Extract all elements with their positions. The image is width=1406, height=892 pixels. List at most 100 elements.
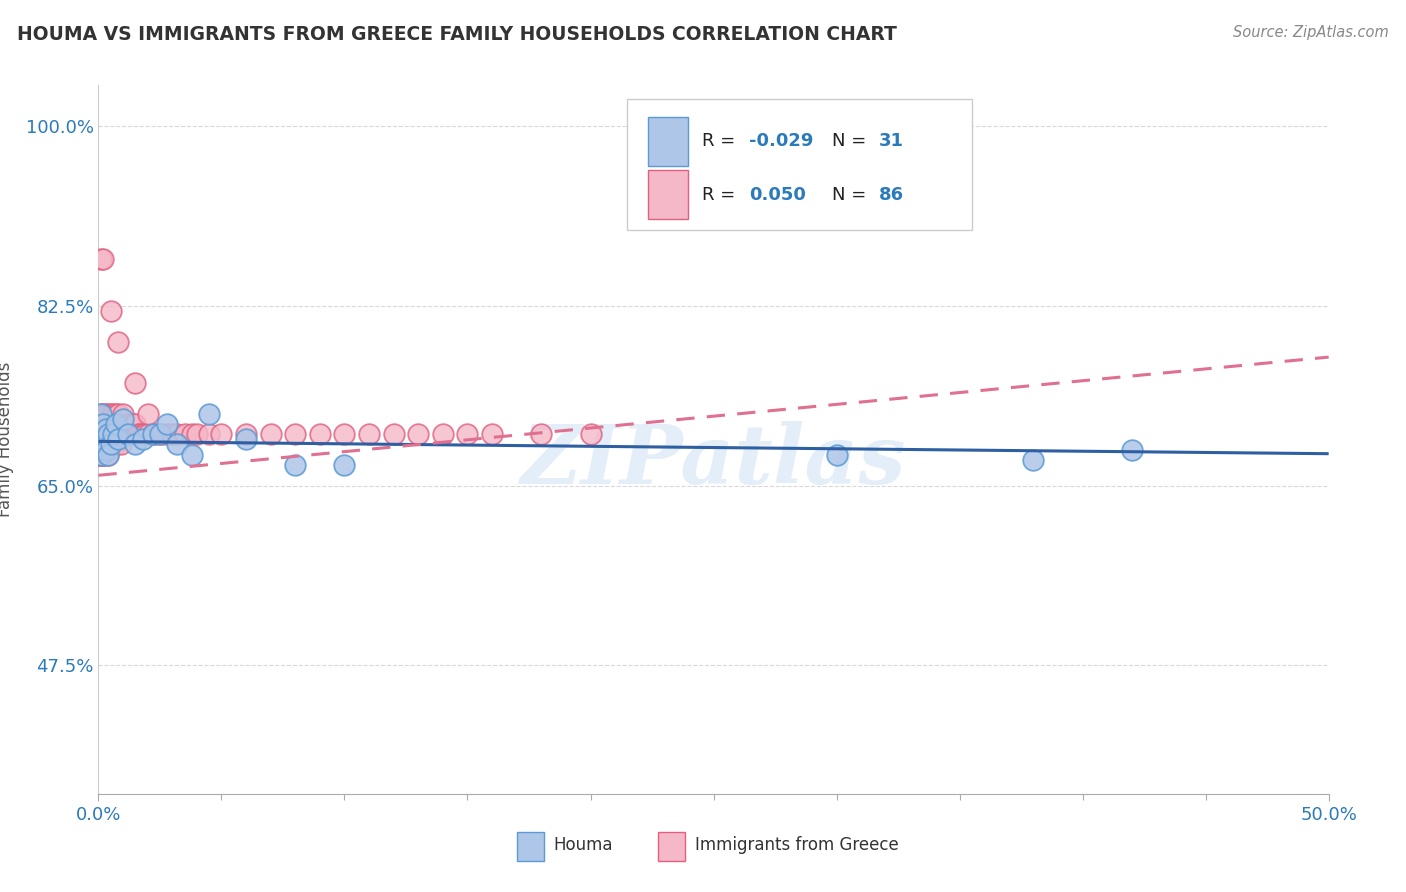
Text: -0.029: -0.029 [749, 133, 814, 151]
Point [89, 433, 111, 447]
Point [103, 427, 125, 442]
Point [382, 427, 405, 442]
Text: R =: R = [703, 133, 741, 151]
Point [1022, 453, 1045, 467]
Point [103, 427, 125, 442]
Point [117, 427, 139, 442]
Point [198, 427, 221, 442]
Text: 86: 86 [879, 186, 904, 203]
Point [94, 422, 117, 436]
Point [456, 427, 478, 442]
Point [166, 437, 188, 451]
Point [100, 437, 122, 451]
FancyBboxPatch shape [648, 117, 688, 166]
Point [333, 458, 356, 472]
Point [94, 448, 117, 462]
Point [1121, 442, 1143, 457]
Point [359, 427, 381, 442]
Point [132, 427, 155, 442]
Point [94, 407, 117, 421]
Y-axis label: Family Households: Family Households [0, 361, 14, 517]
Point [89, 437, 111, 451]
Point [129, 427, 152, 442]
Text: ZIPatlas: ZIPatlas [520, 421, 907, 500]
Point [87, 448, 110, 462]
Point [97, 437, 120, 451]
Point [91, 427, 114, 442]
Point [136, 427, 159, 442]
Point [90, 252, 112, 267]
Point [100, 427, 122, 442]
Point [136, 407, 159, 421]
Point [97, 427, 120, 442]
Point [284, 458, 307, 472]
Point [127, 427, 149, 442]
Point [211, 427, 233, 442]
Point [90, 417, 112, 431]
Point [90, 407, 112, 421]
Text: 0.050: 0.050 [749, 186, 806, 203]
Point [97, 407, 120, 421]
Point [103, 437, 125, 451]
Point [124, 376, 146, 390]
FancyBboxPatch shape [658, 832, 685, 861]
Point [579, 427, 602, 442]
Point [173, 427, 195, 442]
Point [146, 427, 169, 442]
Text: HOUMA VS IMMIGRANTS FROM GREECE FAMILY HOUSEHOLDS CORRELATION CHART: HOUMA VS IMMIGRANTS FROM GREECE FAMILY H… [17, 25, 897, 44]
Point [94, 442, 117, 457]
Point [180, 427, 204, 442]
Point [93, 427, 115, 442]
Point [112, 407, 135, 421]
Point [110, 437, 132, 451]
Point [97, 448, 120, 462]
Point [333, 427, 356, 442]
Point [94, 417, 117, 431]
Point [156, 417, 179, 431]
Text: N =: N = [831, 186, 872, 203]
Point [91, 427, 114, 442]
Point [97, 448, 120, 462]
Point [235, 427, 257, 442]
Point [180, 448, 204, 462]
Point [107, 407, 129, 421]
Point [408, 427, 430, 442]
Point [93, 417, 115, 431]
Point [93, 437, 115, 451]
Point [110, 417, 132, 431]
Point [94, 437, 117, 451]
Point [90, 448, 112, 462]
Point [156, 427, 179, 442]
Point [93, 433, 115, 447]
Point [89, 427, 111, 442]
Text: Source: ZipAtlas.com: Source: ZipAtlas.com [1233, 25, 1389, 40]
Point [132, 433, 155, 447]
Point [186, 427, 208, 442]
Text: 31: 31 [879, 133, 904, 151]
Point [93, 407, 115, 421]
Point [309, 427, 332, 442]
Point [96, 427, 118, 442]
Point [120, 427, 142, 442]
Point [530, 427, 553, 442]
Point [98, 427, 121, 442]
Point [91, 442, 114, 457]
Point [89, 448, 111, 462]
Point [90, 427, 112, 442]
Text: Houma: Houma [554, 836, 613, 854]
Point [122, 417, 145, 431]
Point [198, 407, 221, 421]
Point [149, 427, 172, 442]
Point [112, 427, 135, 442]
Text: R =: R = [703, 186, 741, 203]
Point [141, 427, 165, 442]
Point [104, 427, 127, 442]
Text: N =: N = [831, 133, 872, 151]
FancyBboxPatch shape [648, 169, 688, 219]
Point [90, 448, 112, 462]
Point [235, 433, 257, 447]
Point [124, 437, 146, 451]
Point [107, 427, 129, 442]
Point [104, 437, 127, 451]
Point [90, 437, 112, 451]
